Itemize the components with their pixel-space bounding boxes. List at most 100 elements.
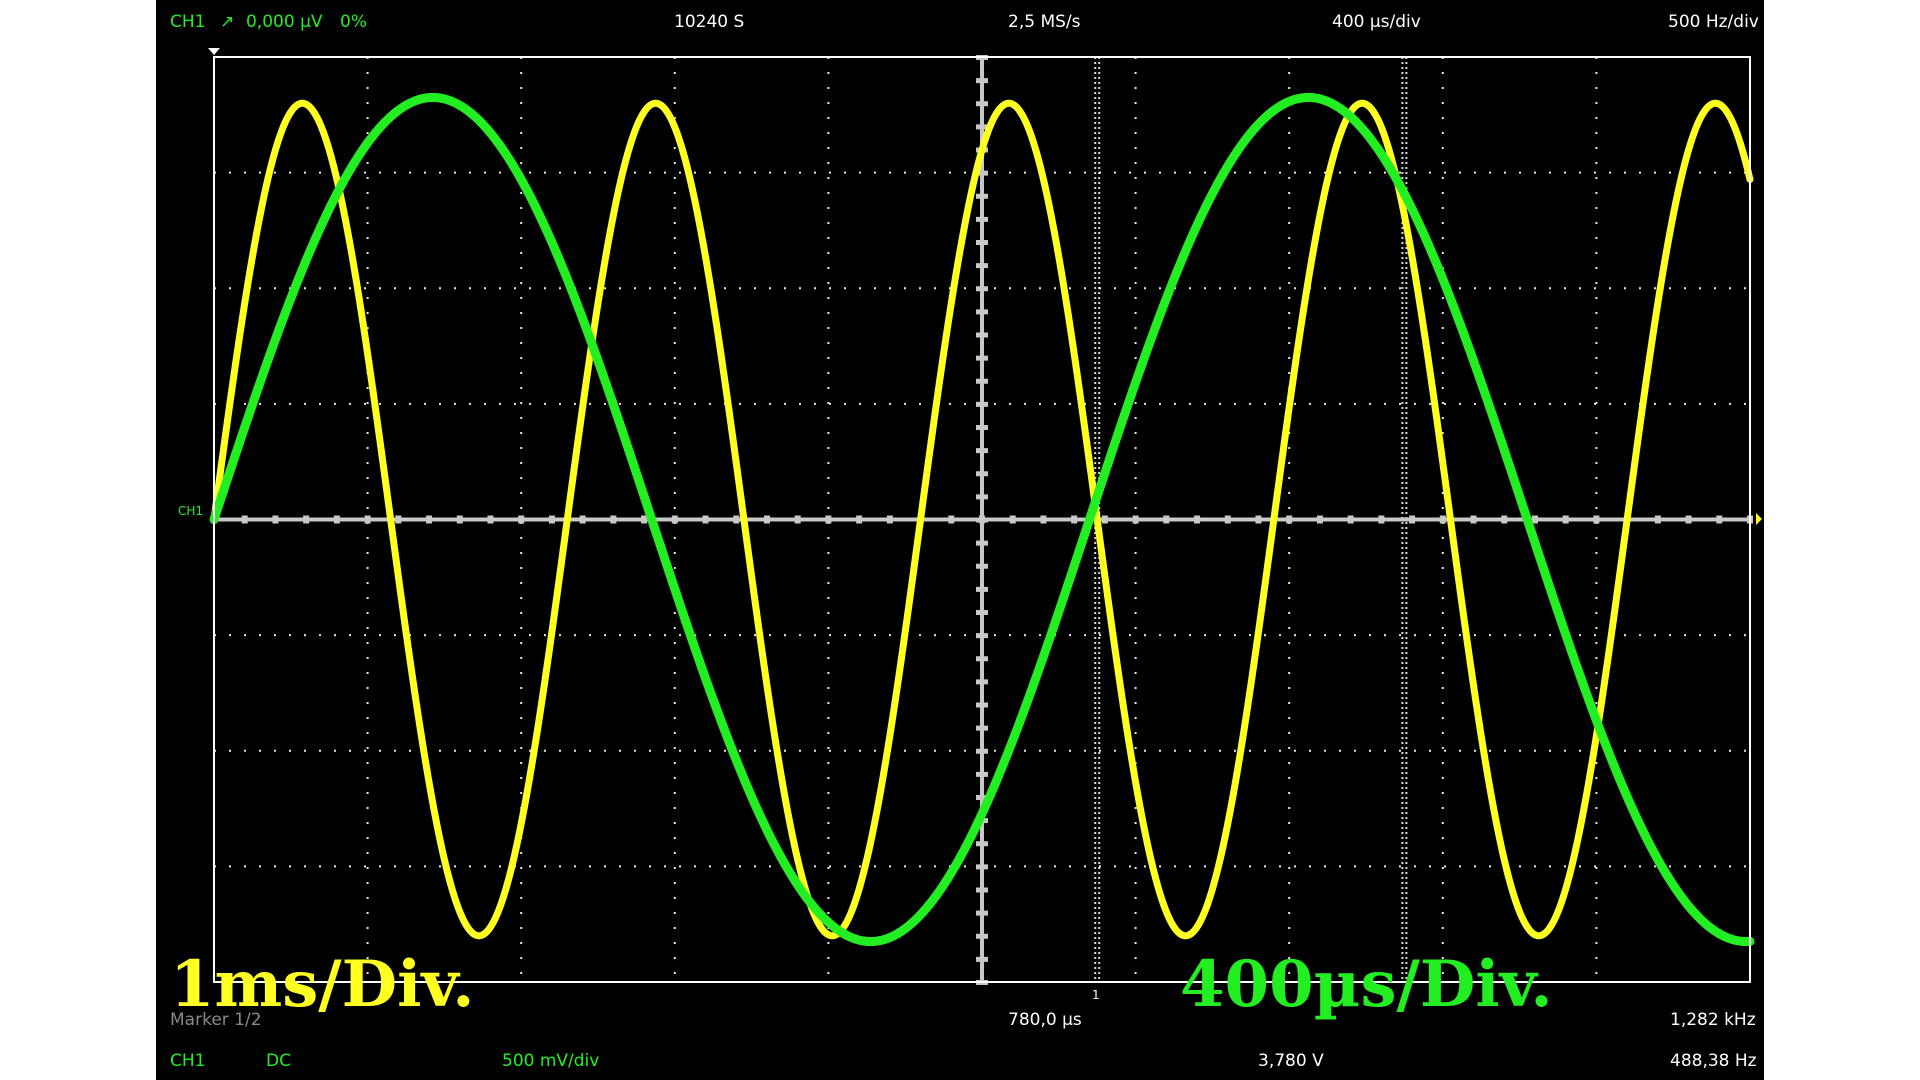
grid <box>214 57 1750 982</box>
axis-tick <box>733 515 740 524</box>
axis-tick <box>976 933 988 939</box>
axis-tick <box>976 841 988 847</box>
axis-tick <box>364 515 371 524</box>
axis-tick <box>976 494 988 500</box>
axis-tick <box>976 910 988 916</box>
axis-tick <box>1685 515 1692 524</box>
axis-tick <box>825 515 832 524</box>
axis-tick <box>1040 515 1047 524</box>
axis-tick <box>976 170 988 176</box>
axis-tick <box>426 515 433 524</box>
ch1-level-arrow-icon <box>1756 513 1762 525</box>
axis-tick <box>548 515 555 524</box>
axis-tick <box>976 679 988 685</box>
axis-tick <box>1716 515 1723 524</box>
coupling[interactable]: DC <box>266 1051 291 1071</box>
axis-tick <box>241 515 248 524</box>
axis-tick <box>976 240 988 245</box>
axis-tick <box>976 124 988 130</box>
cursors <box>1094 57 1408 982</box>
axis-tick <box>1531 515 1538 524</box>
axis-tick <box>579 515 586 524</box>
axis-tick <box>976 309 988 315</box>
axis-tick <box>1286 515 1293 524</box>
axis-tick <box>1009 515 1016 524</box>
marker-time: 780,0 µs <box>1008 1010 1082 1030</box>
axis-tick <box>976 517 988 523</box>
green-trace-annotation: 400µs/Div. <box>1180 947 1553 1022</box>
axis-tick <box>976 332 988 338</box>
traces <box>209 92 1755 947</box>
axis-tick <box>976 216 988 222</box>
axis-tick <box>976 864 988 870</box>
timebase[interactable]: 400 µs/div <box>1332 12 1421 32</box>
axis-tick <box>976 771 988 777</box>
axis-tick <box>976 78 988 84</box>
axis-tick <box>1316 515 1323 524</box>
axis-tick <box>976 425 988 430</box>
axis-tick <box>976 748 988 754</box>
axis-tick <box>976 656 988 662</box>
plot-frame <box>213 56 1751 983</box>
axis-tick <box>948 515 955 524</box>
axis-tick <box>976 563 988 569</box>
axis-tick <box>976 471 988 477</box>
axis-tick <box>1562 515 1569 524</box>
channel-label-bottom[interactable]: CH1 <box>170 1051 206 1071</box>
axis-tick <box>395 515 402 524</box>
cursor-number-label: 1 <box>1092 988 1100 1002</box>
marker-frequency: 1,282 kHz <box>1670 1010 1756 1030</box>
axis-tick <box>794 515 801 524</box>
trigger-rising-edge-icon[interactable]: ↗ <box>220 12 235 32</box>
axis-tick <box>518 515 525 524</box>
axis-tick <box>976 633 988 639</box>
axis-tick <box>976 586 988 592</box>
trigger-position-arrow-icon <box>208 48 220 55</box>
axis-tick <box>1409 515 1416 524</box>
freq-per-div[interactable]: 500 Hz/div <box>1668 12 1759 32</box>
axis-tick <box>1501 515 1508 524</box>
sample-rate: 2,5 MS/s <box>1008 12 1081 32</box>
axis-tick <box>856 515 863 524</box>
axis-tick <box>976 286 988 292</box>
volts-per-div[interactable]: 500 mV/div <box>502 1051 600 1071</box>
axis-tick <box>303 515 310 524</box>
axis-tick <box>1255 515 1262 524</box>
axis-tick <box>976 725 988 731</box>
axis-tick <box>976 101 988 107</box>
green-trace <box>209 92 1755 947</box>
axis-tick <box>976 378 988 384</box>
axis-tick <box>976 401 988 407</box>
oscilloscope-screen: CH1 ↗ 0,000 µV 0% 10240 S 2,5 MS/s 400 µ… <box>156 0 1764 1080</box>
axis-tick <box>1224 515 1231 524</box>
axis-tick <box>976 193 988 199</box>
axis-tick <box>976 702 988 708</box>
channel-label-top[interactable]: CH1 <box>170 12 206 32</box>
axis-tick <box>1194 515 1201 524</box>
axis-tick <box>1347 515 1354 524</box>
yellow-trace <box>210 99 1754 940</box>
axis-tick <box>1378 515 1385 524</box>
axis-tick <box>976 355 988 361</box>
axis-tick <box>976 887 988 893</box>
trigger-level[interactable]: 0,000 µV <box>246 12 323 32</box>
axis-tick <box>1163 515 1170 524</box>
yellow-trace-annotation: 1ms/Div. <box>170 947 475 1022</box>
axis-tick <box>1071 515 1078 524</box>
axis-tick <box>976 263 988 269</box>
axis-tick <box>976 540 988 546</box>
trigger-percent: 0% <box>340 12 367 32</box>
axis-tick <box>976 956 988 962</box>
axis-tick <box>976 448 988 454</box>
axis-tick <box>272 515 279 524</box>
measured-voltage: 3,780 V <box>1258 1051 1324 1071</box>
marker-label[interactable]: Marker 1/2 <box>170 1010 262 1030</box>
sample-count: 10240 S <box>674 12 745 32</box>
axis-tick <box>763 515 770 524</box>
ch1-ground-marker[interactable]: CH1 <box>178 504 204 518</box>
axis-tick <box>702 515 709 524</box>
axis-tick <box>886 515 893 524</box>
axis-tick <box>976 795 988 800</box>
axis-tick <box>976 610 988 615</box>
axis-tick <box>333 515 340 524</box>
